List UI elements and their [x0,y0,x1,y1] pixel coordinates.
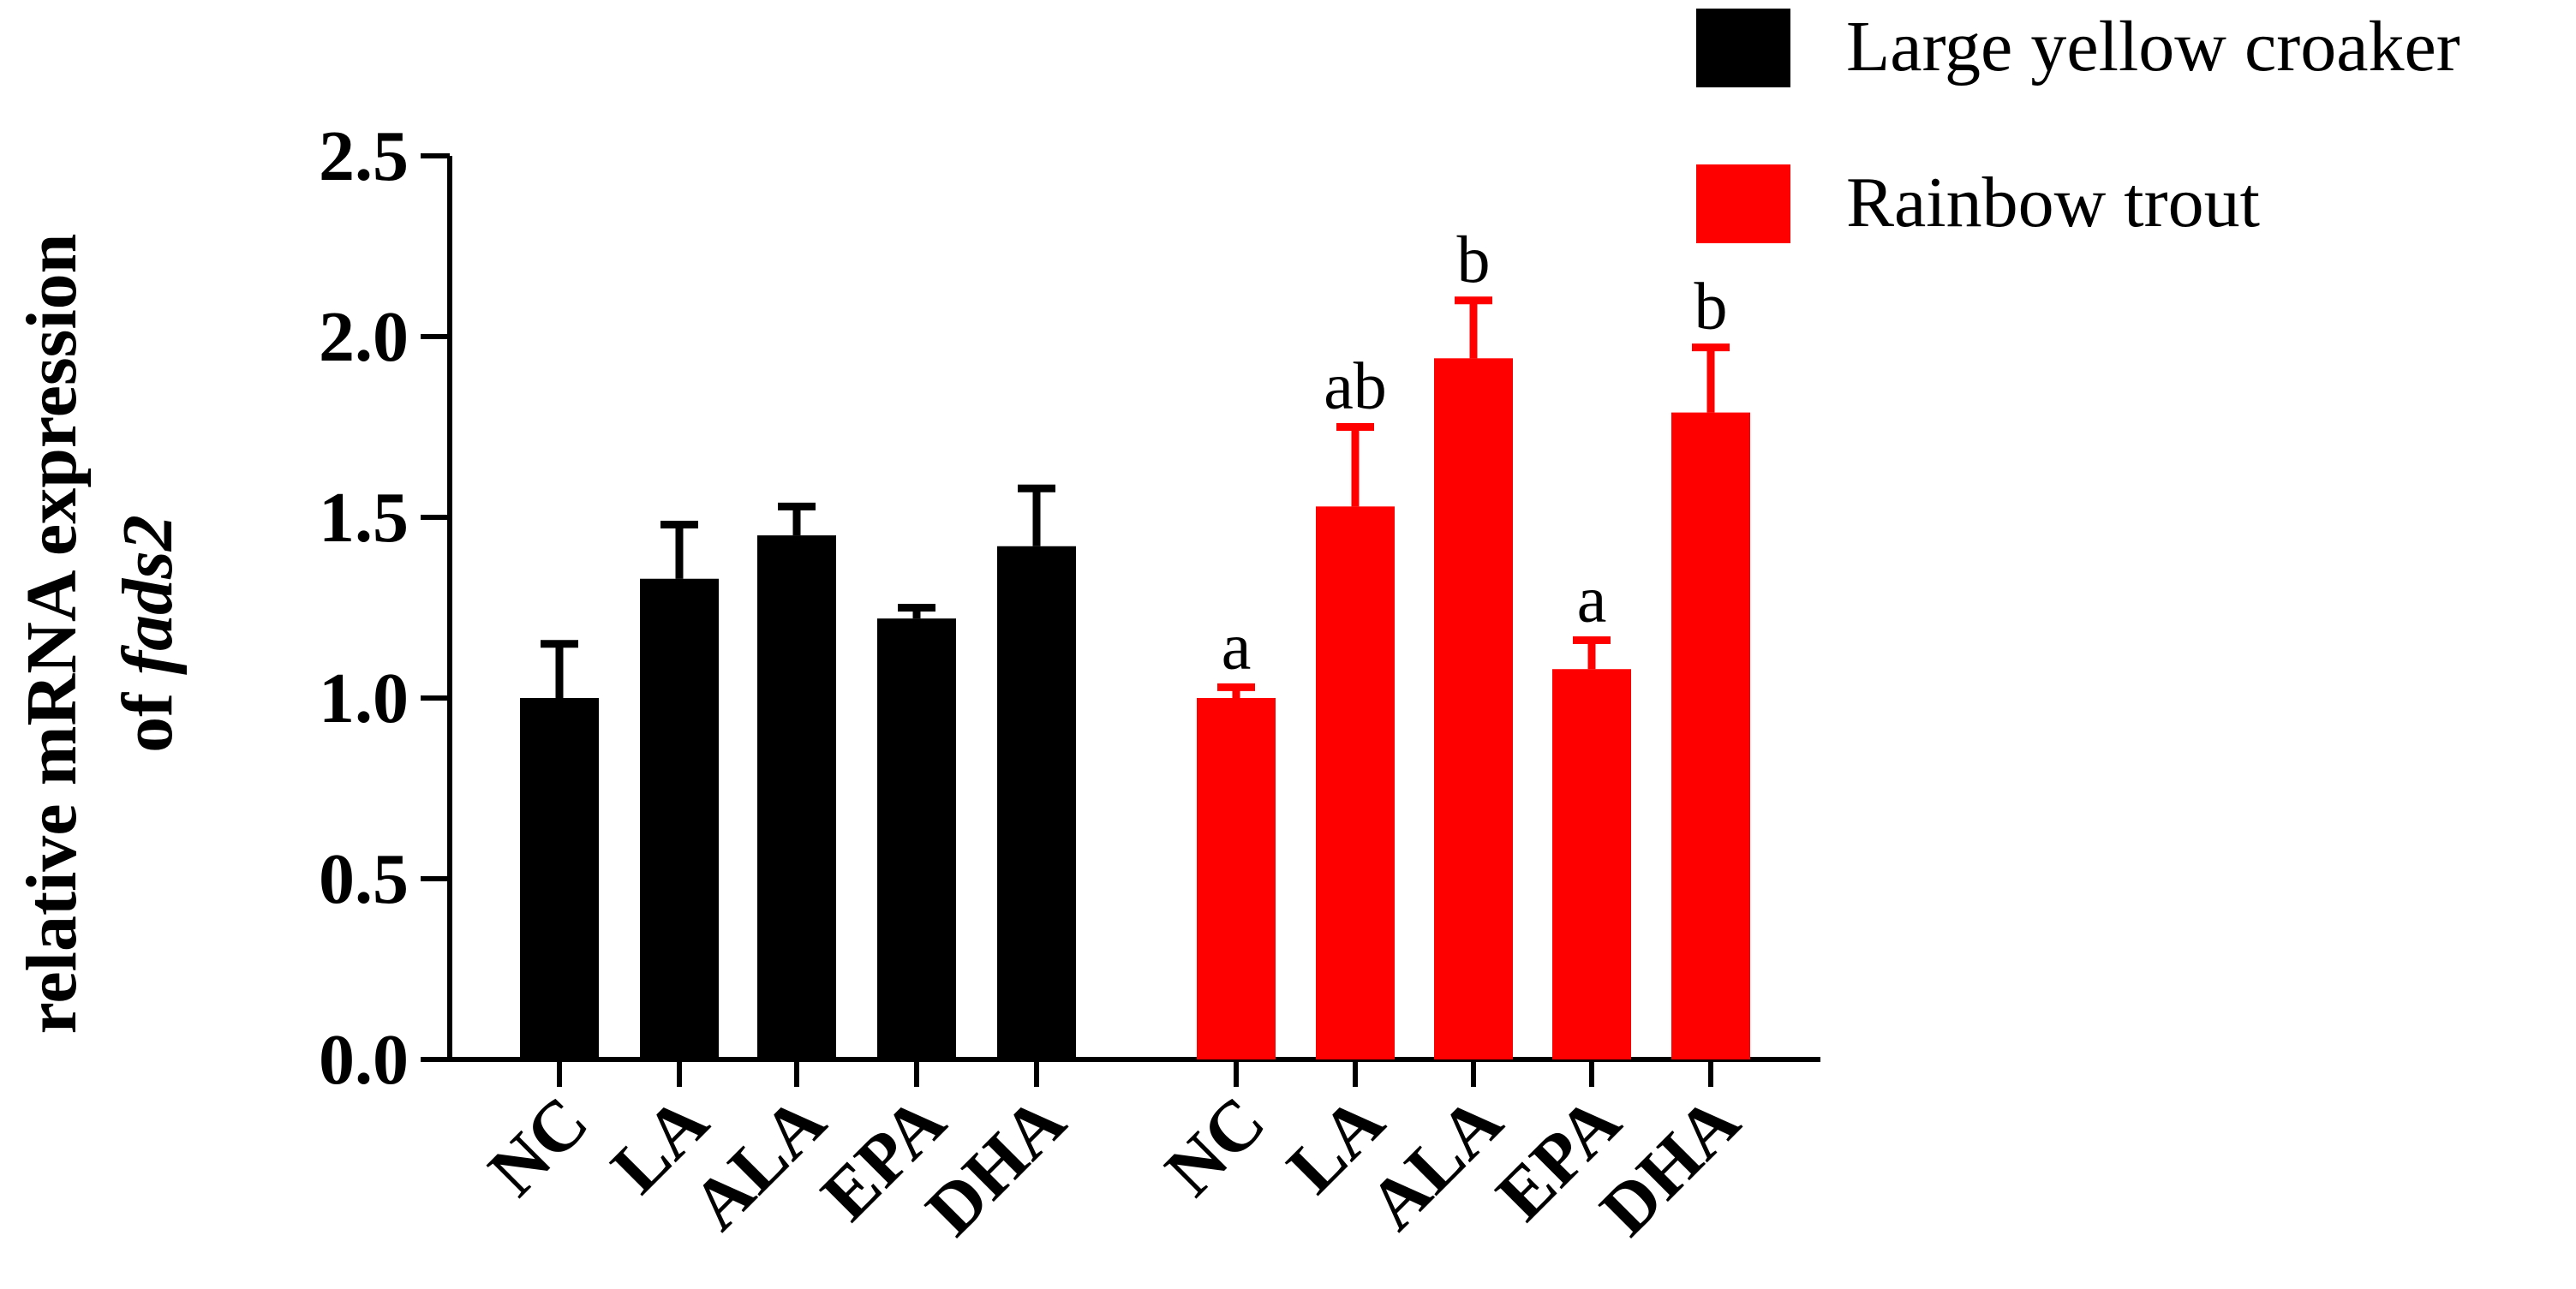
legend-swatch [1696,9,1790,87]
y-tick-label: 0.0 [319,1020,409,1100]
bar [1671,412,1750,1059]
x-tick-label: NC [474,1082,604,1212]
y-tick-label: 2.0 [319,297,409,377]
legend-label: Large yellow croaker [1846,7,2460,87]
y-tick-label: 2.5 [319,116,409,196]
bar [1197,698,1276,1059]
bar [1434,358,1513,1059]
legend-item: Rainbow trout [1696,163,2260,243]
y-tick-label: 1.0 [319,659,409,738]
bar [757,535,836,1059]
y-axis-title: relative mRNA expression of fads2 [12,234,188,1035]
legend-label: Rainbow trout [1846,163,2260,242]
y-tick-label: 0.5 [319,839,409,919]
y-tick-label: 1.5 [319,478,409,558]
legend: Large yellow croaker Rainbow trout [1696,7,2460,243]
significance-label: b [1457,222,1491,296]
significance-label: b [1694,269,1728,343]
y-axis-title-line1: relative mRNA expression [12,234,92,1035]
bar [877,618,956,1059]
x-tick-label: DHA [911,1081,1081,1250]
bar [1552,669,1631,1059]
x-tick-label: ALA [1354,1081,1517,1244]
plot-area: 0.00.51.01.52.02.5NCLAALAEPADHAaNCabLAbA… [319,116,1820,1250]
significance-label: ab [1324,349,1387,423]
bar [520,698,599,1059]
x-tick-label: ALA [677,1081,840,1244]
legend-swatch [1696,164,1790,243]
bar [997,546,1076,1059]
legend-item: Large yellow croaker [1696,7,2460,87]
y-axis-title-line2: of fads2 [108,515,188,753]
bar [1316,506,1395,1059]
bar [640,578,719,1059]
significance-label: a [1222,608,1252,683]
x-tick-label: NC [1151,1082,1281,1212]
x-tick-label: DHA [1586,1081,1755,1250]
significance-label: a [1577,561,1607,636]
